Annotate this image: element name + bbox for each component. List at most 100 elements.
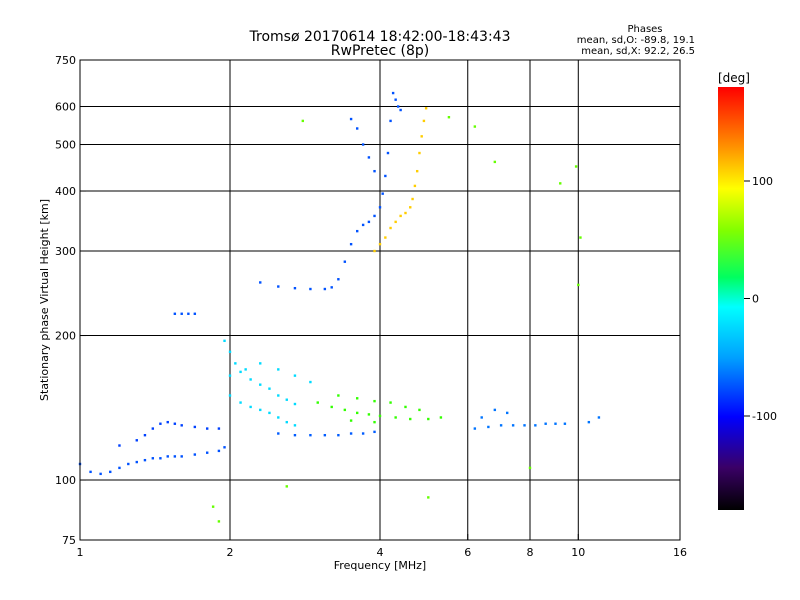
data-point [109,470,112,474]
data-point [523,424,526,427]
data-point [577,283,580,287]
data-point [394,220,397,224]
data-point [418,408,421,412]
data-point [166,420,169,424]
data-point [211,505,215,508]
x-tick-label: 1 [77,546,84,559]
data-point [330,286,333,289]
data-point [394,98,397,101]
colorbar-ticks: 100 0 -100 [744,175,777,423]
data-point [259,383,262,386]
y-axis-label: Stationary phase Virtual Height [km] [38,199,51,401]
data-point [316,401,319,404]
y-tick-label: 200 [55,330,76,343]
data-point [285,485,288,488]
data-point [228,394,232,397]
data-point [367,413,371,416]
data-point [180,424,183,427]
data-point [223,339,226,343]
data-point [587,420,591,424]
data-point [404,211,407,215]
data-point [349,242,353,246]
data-point [285,420,288,424]
data-point [277,432,280,435]
data-point [268,411,271,415]
data-point [415,169,419,173]
data-point [422,119,426,123]
data-point [337,433,340,437]
data-point [554,422,557,425]
data-point [118,444,121,447]
data-point [597,416,601,419]
data-point [239,401,242,404]
data-point [473,427,477,430]
data-point [180,312,183,315]
data-point [367,220,371,224]
data-point [166,455,169,458]
chart-title-line2: RwPretec (8p) [331,43,429,59]
data-point [244,368,247,371]
stats-line-x: mean, sd,X: 92.2, 26.5 [581,46,695,57]
data-point [135,439,138,442]
grid-lines [80,60,680,540]
y-tick-label: 600 [55,101,76,114]
data-point [378,414,382,418]
data-point [386,151,390,155]
colorbar-tick-label: 100 [752,175,773,188]
data-point [373,214,376,218]
x-axis-label: Frequency [MHz] [334,559,426,572]
data-point [420,135,423,138]
y-tick-label: 500 [55,139,76,152]
data-point [411,197,414,201]
data-point [505,411,509,415]
data-point [249,405,252,409]
y-tick-label: 300 [55,245,76,258]
data-point [337,394,340,397]
data-point [323,287,327,291]
data-point [259,408,262,412]
data-point [228,350,232,353]
data-point [355,397,359,400]
y-tick-label: 750 [55,54,76,67]
x-tick-label: 6 [464,546,471,559]
data-point [373,430,376,434]
data-point [118,466,121,470]
data-point [499,424,503,427]
data-point [427,496,430,499]
data-point [249,378,252,381]
data-point [487,425,490,429]
data-point [127,462,130,466]
data-point [309,433,312,437]
data-point [355,229,359,233]
chart-title-line1: Tromsø 20170614 18:42:00-18:43:43 [249,29,511,45]
data-point [301,119,305,123]
data-point [309,287,312,291]
data-point [323,433,327,437]
data-point [217,449,221,453]
data-point [361,432,365,435]
x-tick-label: 4 [377,546,384,559]
data-point [399,108,402,112]
data-point [373,169,376,173]
colorbar-label: [deg] [718,71,750,85]
data-point [343,408,347,412]
data-point [439,416,443,419]
data-point [277,394,280,397]
data-point [217,520,221,523]
data-point [293,374,297,377]
data-point [159,457,162,460]
data-point [389,119,392,123]
data-point [373,399,376,403]
data-point [559,182,562,185]
data-point [391,91,395,95]
stats-heading: Phases [627,24,662,35]
data-point [528,466,532,470]
y-tick-label: 100 [55,474,76,487]
data-point [173,455,177,458]
x-tick-label: 10 [571,546,585,559]
axis-ticks: 1 2 4 6 8 10 16 75 100 200 300 400 500 600 750 [55,54,687,559]
data-point [277,285,280,288]
data-point [193,312,197,315]
data-point [343,260,347,263]
